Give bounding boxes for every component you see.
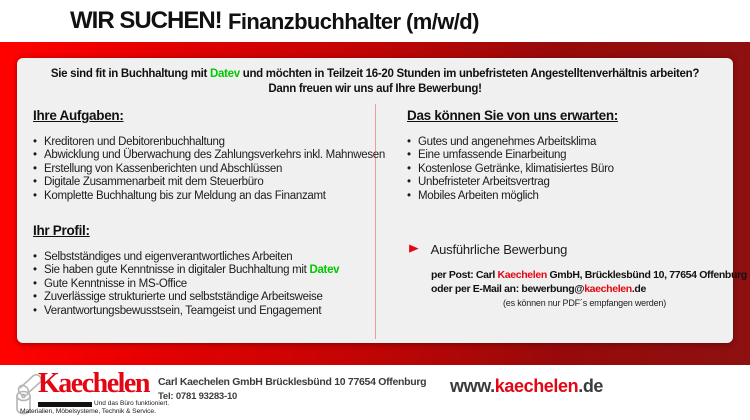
list-item: Selbstständiges und eigenverantwortliche… <box>33 251 367 265</box>
logo-bar-row: Und das Büro funktioniert. <box>38 400 169 407</box>
apply-label: Ausführliche Bewerbung <box>430 241 568 257</box>
footer-bar: Kaechelen Und das Büro funktioniert. Mat… <box>0 365 750 420</box>
apply-details: per Post: Carl Kaechelen GmbH, Brücklesb… <box>431 268 747 310</box>
logo-tagline-2: Materialien, Möbelsysteme, Technik & Ser… <box>20 408 156 415</box>
apply-post-line: per Post: Carl Kaechelen GmbH, Brücklesb… <box>431 269 747 281</box>
list-item: Mobiles Arbeiten möglich <box>407 190 727 204</box>
footer-phone: Tel: 0781 93283-10 <box>158 391 238 402</box>
logo-tagline-1: Und das Büro funktioniert. <box>94 400 170 407</box>
content-card: Sie sind fit in Buchhaltung mit Datev un… <box>17 58 747 343</box>
list-item: Abwicklung und Überwachung des Zahlungsv… <box>33 149 385 163</box>
footer-website[interactable]: www.kaechelen.de <box>450 376 604 396</box>
tasks-list: Kreditoren und DebitorenbuchhaltungAbwic… <box>33 136 385 204</box>
list-item: Kostenlose Getränke, klimatisiertes Büro <box>407 163 727 177</box>
logo-wordmark: Kaechelen <box>38 368 150 399</box>
apply-email-line[interactable]: oder per E-Mail an: bewerbung@kaechelen.… <box>431 283 646 295</box>
expectations-heading: Das können Sie von uns erwarten: <box>407 108 618 123</box>
list-item: Gute Kenntnisse in MS-Office <box>33 278 367 292</box>
we-search-label: WIR SUCHEN! <box>70 7 223 34</box>
job-title: Finanzbuchhalter (m/w/d) <box>228 9 479 34</box>
red-band: Sie sind fit in Buchhaltung mit Datev un… <box>0 42 750 365</box>
list-item: Komplette Buchhaltung bis zur Meldung an… <box>33 190 367 204</box>
column-divider <box>375 104 376 339</box>
list-item: Gutes und angenehmes Arbeitsklima <box>407 136 727 150</box>
header-bar: WIR SUCHEN! Finanzbuchhalter (m/w/d) <box>0 0 750 42</box>
list-item: Sie haben gute Kenntnisse in digitaler B… <box>33 264 367 278</box>
apply-note: (es können nur PDF´s empfangen werden) <box>503 298 666 308</box>
left-column: Ihre Aufgaben: Kreditoren und Debitorenb… <box>33 108 385 318</box>
intro-line1: Sie sind fit in Buchhaltung mit Datev un… <box>50 68 700 80</box>
list-item: Zuverlässige strukturierte und selbststä… <box>33 291 367 305</box>
list-item: Verantwortungsbewusstsein, Teamgeist und… <box>33 305 367 319</box>
list-item: Unbefristeter Arbeitsvertrag <box>407 176 727 190</box>
right-column: Das können Sie von uns erwarten: Gutes u… <box>406 108 747 308</box>
company-logo: Kaechelen Und das Büro funktioniert. Mat… <box>12 367 169 419</box>
list-item: Digitale Zusammenarbeit mit dem Steuerbü… <box>33 176 367 190</box>
intro-line2: Dann freuen wir uns auf Ihre Bewerbung! <box>268 82 482 95</box>
list-item: Erstellung von Kassenberichten und Absch… <box>33 163 367 177</box>
profile-heading: Ihr Profil: <box>33 223 90 239</box>
red-arrow-icon: ► <box>406 241 422 256</box>
logo-black-bar <box>38 402 92 407</box>
paper-rolls-icon <box>16 374 42 415</box>
list-item: Eine umfassende Einarbeitung <box>407 149 727 163</box>
profile-list: Selbstständiges und eigenverantwortliche… <box>33 251 367 318</box>
tasks-heading: Ihre Aufgaben: <box>33 108 124 123</box>
intro-text: Sie sind fit in Buchhaltung mit Datev un… <box>31 67 719 96</box>
footer-address: Carl Kaechelen GmbH Brücklesbünd 10 7765… <box>158 376 427 388</box>
expectations-list: Gutes und angenehmes ArbeitsklimaEine um… <box>407 136 727 203</box>
list-item: Kreditoren und Debitorenbuchhaltung <box>33 136 367 150</box>
apply-row: ► Ausführliche Bewerbung <box>406 241 567 257</box>
